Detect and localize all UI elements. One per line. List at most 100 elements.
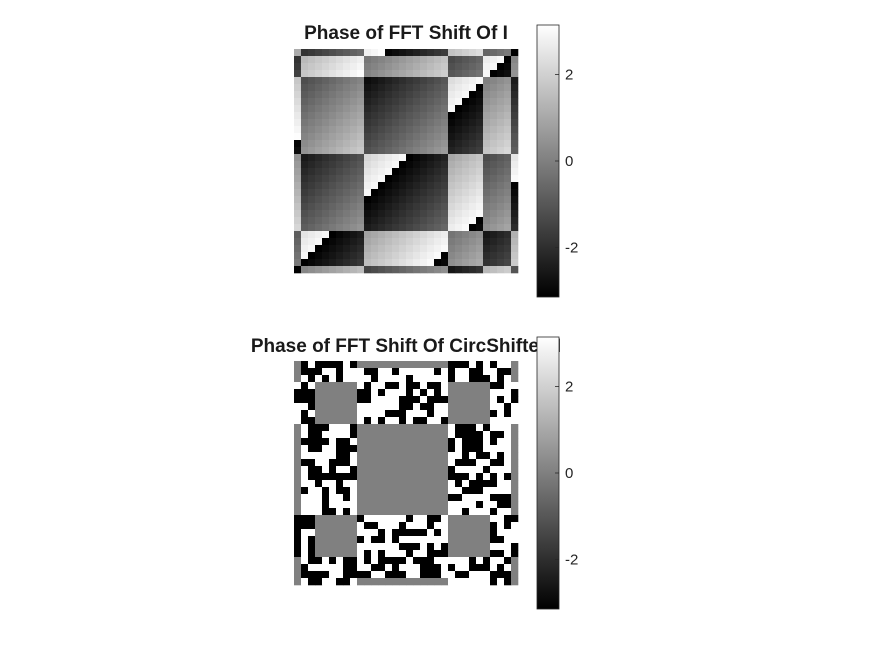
heatmap-cell	[392, 196, 400, 204]
heatmap-cell	[469, 245, 477, 253]
heatmap-cell	[434, 501, 442, 509]
heatmap-cell	[371, 396, 379, 404]
heatmap-cell	[350, 438, 358, 446]
heatmap-cell	[343, 417, 351, 425]
heatmap-cell	[294, 161, 302, 169]
heatmap-cell	[294, 459, 302, 467]
heatmap-cell	[483, 431, 491, 439]
heatmap-cell	[343, 77, 351, 85]
heatmap-cell	[483, 494, 491, 502]
heatmap-cell	[462, 571, 470, 579]
heatmap-cell	[490, 182, 498, 190]
heatmap-cell	[301, 445, 309, 453]
heatmap-cell	[406, 375, 414, 383]
heatmap-cell	[350, 403, 358, 411]
heatmap-cell	[462, 501, 470, 509]
chart-title: Phase of FFT Shift Of CircShifted I	[250, 336, 562, 357]
heatmap-cell	[448, 368, 456, 376]
heatmap-cell	[413, 543, 421, 551]
heatmap-cell	[378, 56, 386, 64]
heatmap-cell	[364, 578, 372, 586]
heatmap-cell	[378, 522, 386, 530]
heatmap-cell	[413, 410, 421, 418]
heatmap-cell	[462, 361, 470, 369]
heatmap-cell	[322, 49, 330, 57]
heatmap-cell	[511, 231, 519, 239]
heatmap-cell	[462, 396, 470, 404]
heatmap-cell	[294, 91, 302, 99]
heatmap-cell	[441, 77, 449, 85]
heatmap-cell	[308, 224, 316, 232]
heatmap-cell	[322, 529, 330, 537]
heatmap-cell	[497, 571, 505, 579]
heatmap-cell	[385, 154, 393, 162]
heatmap-cell	[322, 245, 330, 253]
heatmap-cell	[483, 77, 491, 85]
heatmap-cell	[399, 238, 407, 246]
heatmap-cell	[294, 515, 302, 523]
heatmap-cell	[364, 224, 372, 232]
heatmap-cell	[308, 550, 316, 558]
heatmap-cell	[448, 189, 456, 197]
heatmap-cell	[427, 70, 435, 78]
heatmap-cell	[322, 508, 330, 516]
heatmap-cell	[420, 557, 428, 565]
heatmap-cell	[364, 231, 372, 239]
heatmap-cell	[294, 494, 302, 502]
heatmap-cell	[343, 368, 351, 376]
heatmap-cell	[406, 238, 414, 246]
heatmap-cell	[448, 70, 456, 78]
heatmap-cell	[336, 49, 344, 57]
heatmap-cell	[497, 175, 505, 183]
heatmap-cell	[371, 536, 379, 544]
heatmap-cell	[441, 578, 449, 586]
heatmap-cell	[504, 508, 512, 516]
heatmap-cell	[322, 361, 330, 369]
heatmap-cell	[399, 56, 407, 64]
heatmap-cell	[413, 375, 421, 383]
heatmap-cell	[357, 70, 365, 78]
heatmap-cell	[371, 252, 379, 260]
heatmap-cell	[301, 56, 309, 64]
heatmap-cell	[469, 224, 477, 232]
heatmap-cell	[511, 529, 519, 537]
heatmap-cell	[497, 217, 505, 225]
heatmap-cell	[497, 196, 505, 204]
heatmap-cell	[504, 217, 512, 225]
heatmap-cell	[504, 564, 512, 572]
heatmap-cell	[392, 105, 400, 113]
heatmap-cell	[497, 578, 505, 586]
heatmap-cell	[315, 382, 323, 390]
heatmap-cell	[399, 438, 407, 446]
heatmap-cell	[371, 189, 379, 197]
heatmap-cell	[434, 77, 442, 85]
heatmap-cell	[483, 550, 491, 558]
heatmap-cell	[497, 154, 505, 162]
heatmap-cell	[371, 126, 379, 134]
heatmap-cell	[315, 98, 323, 106]
heatmap-cell	[385, 480, 393, 488]
heatmap-cell	[357, 494, 365, 502]
heatmap-cell	[399, 473, 407, 481]
heatmap-cell	[434, 147, 442, 155]
heatmap-cell	[497, 550, 505, 558]
heatmap-cell	[301, 168, 309, 176]
heatmap-cell	[406, 161, 414, 169]
heatmap-cell	[378, 147, 386, 155]
heatmap-cell	[469, 189, 477, 197]
heatmap-cell	[490, 119, 498, 127]
heatmap-cell	[448, 91, 456, 99]
heatmap-cell	[329, 126, 337, 134]
heatmap-cell	[301, 564, 309, 572]
heatmap-cell	[315, 564, 323, 572]
heatmap-cell	[322, 431, 330, 439]
heatmap-cell	[406, 424, 414, 432]
heatmap-cell	[392, 445, 400, 453]
heatmap-cell	[343, 431, 351, 439]
heatmap-cell	[294, 49, 302, 57]
heatmap-cell	[504, 571, 512, 579]
heatmap-cell	[455, 480, 463, 488]
heatmap-cell	[448, 98, 456, 106]
heatmap-cell	[301, 396, 309, 404]
heatmap-cell	[399, 459, 407, 467]
